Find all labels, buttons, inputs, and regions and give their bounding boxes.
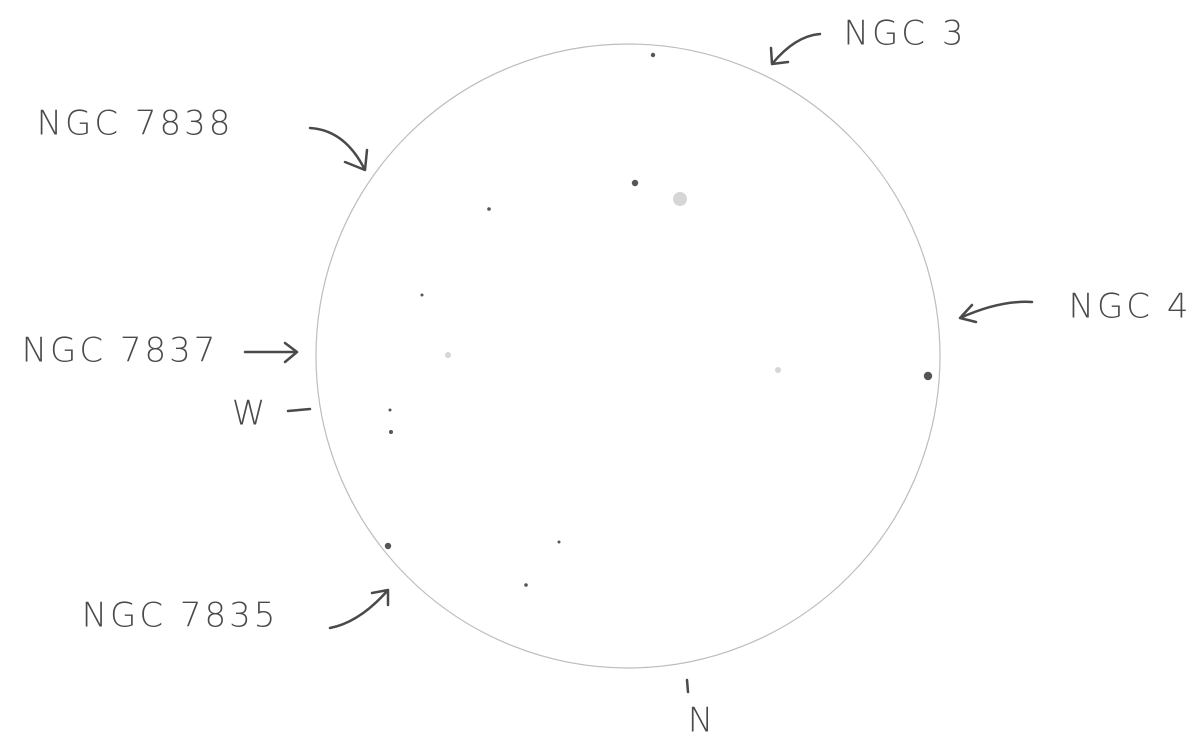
north-tick	[685, 678, 690, 694]
star	[388, 408, 392, 412]
field-of-view	[315, 43, 941, 669]
arrow	[243, 341, 299, 364]
star	[650, 52, 656, 58]
star	[389, 430, 393, 434]
star	[557, 540, 561, 544]
star	[384, 542, 392, 550]
star	[487, 207, 491, 211]
arrow	[958, 300, 1034, 324]
star	[524, 583, 528, 587]
label: NGC 7835	[82, 596, 279, 636]
label: NGC 3	[844, 14, 967, 54]
label: NGC 7838	[37, 104, 234, 144]
label: NGC 7837	[22, 331, 219, 371]
arrow	[308, 126, 369, 172]
star	[420, 293, 424, 297]
arrow	[769, 32, 822, 66]
west-tick	[286, 407, 312, 413]
arrows	[243, 32, 1034, 694]
star	[923, 371, 933, 381]
galaxy	[775, 367, 781, 373]
star	[631, 179, 639, 187]
label: NGC 4	[1069, 287, 1192, 327]
label: N	[688, 701, 716, 740]
galaxy	[445, 352, 451, 358]
galaxy	[673, 192, 687, 206]
arrow	[328, 588, 390, 630]
label: W	[232, 394, 269, 434]
stars	[384, 52, 933, 587]
